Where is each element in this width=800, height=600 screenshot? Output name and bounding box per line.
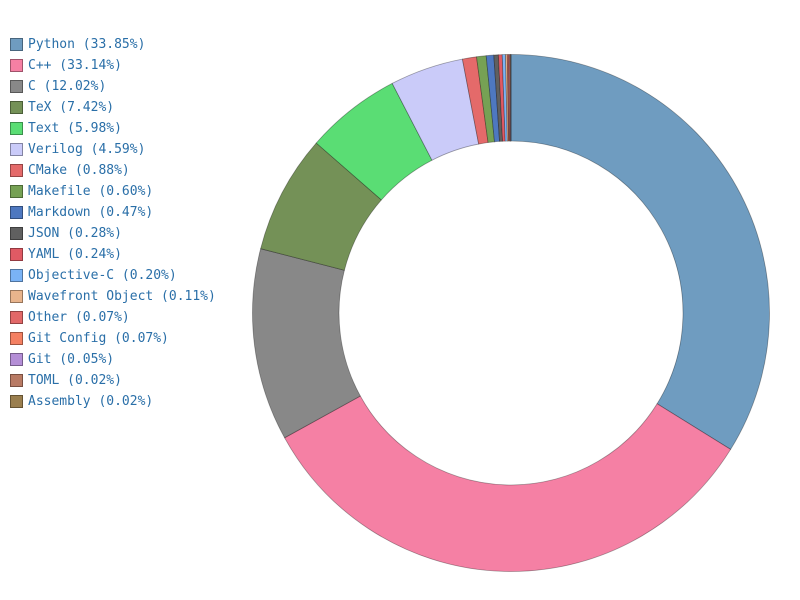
legend-item: Verilog (4.59%): [10, 139, 216, 160]
legend-item: TeX (7.42%): [10, 97, 216, 118]
donut-slice: [391, 58, 480, 161]
donut-slice: [509, 54, 511, 142]
legend-label: Markdown (0.47%): [28, 205, 154, 220]
chart-legend: Python (33.85%) C++ (33.14%) C (12.02%) TeX…: [10, 34, 216, 412]
legend-swatch: [10, 374, 23, 387]
legend-item: Git (0.05%): [10, 349, 216, 370]
legend-item: Wavefront Object (0.11%): [10, 286, 216, 307]
legend-swatch: [10, 122, 23, 135]
legend-swatch: [10, 332, 23, 345]
legend-swatch: [10, 311, 23, 324]
legend-item: Objective-C (0.20%): [10, 265, 216, 286]
legend-label: YAML (0.24%): [28, 247, 122, 262]
legend-item: Other (0.07%): [10, 307, 216, 328]
legend-label: JSON (0.28%): [28, 226, 122, 241]
legend-item: TOML (0.02%): [10, 370, 216, 391]
legend-label: Assembly (0.02%): [28, 394, 154, 409]
legend-swatch: [10, 227, 23, 240]
legend-item: CMake (0.88%): [10, 160, 216, 181]
legend-item: Python (33.85%): [10, 34, 216, 55]
legend-label: Python (33.85%): [28, 37, 146, 52]
legend-item: Text (5.98%): [10, 118, 216, 139]
legend-swatch: [10, 395, 23, 408]
legend-label: Makefile (0.60%): [28, 184, 154, 199]
legend-item: C (12.02%): [10, 76, 216, 97]
donut-slice: [497, 54, 506, 142]
donut-slice: [476, 55, 495, 143]
donut-slice: [485, 54, 500, 143]
legend-swatch: [10, 290, 23, 303]
legend-item: C++ (33.14%): [10, 55, 216, 76]
legend-swatch: [10, 59, 23, 72]
donut-slice: [461, 56, 489, 145]
legend-item: Assembly (0.02%): [10, 391, 216, 412]
legend-label: Text (5.98%): [28, 121, 122, 136]
legend-item: JSON (0.28%): [10, 223, 216, 244]
donut-slice: [505, 54, 509, 142]
legend-label: Git (0.05%): [28, 352, 115, 367]
donut-slice: [501, 54, 508, 142]
legend-swatch: [10, 164, 23, 177]
legend-swatch: [10, 38, 23, 51]
legend-swatch: [10, 101, 23, 114]
legend-swatch: [10, 353, 23, 366]
legend-label: Git Config (0.07%): [28, 331, 169, 346]
legend-label: Objective-C (0.20%): [28, 268, 177, 283]
legend-label: C++ (33.14%): [28, 58, 122, 73]
donut-slice: [284, 395, 732, 572]
legend-label: Other (0.07%): [28, 310, 130, 325]
donut-slice: [252, 248, 361, 439]
donut-slice: [506, 54, 510, 142]
legend-item: Markdown (0.47%): [10, 202, 216, 223]
legend-label: TeX (7.42%): [28, 100, 115, 115]
legend-swatch: [10, 143, 23, 156]
legend-label: C (12.02%): [28, 79, 107, 94]
legend-swatch: [10, 248, 23, 261]
legend-item: Makefile (0.60%): [10, 181, 216, 202]
legend-swatch: [10, 206, 23, 219]
legend-swatch: [10, 269, 23, 282]
legend-swatch: [10, 80, 23, 93]
donut-slice: [510, 54, 770, 450]
donut-slice: [507, 54, 511, 142]
legend-swatch: [10, 185, 23, 198]
legend-label: Wavefront Object (0.11%): [28, 289, 216, 304]
legend-label: TOML (0.02%): [28, 373, 122, 388]
legend-label: CMake (0.88%): [28, 163, 130, 178]
legend-label: Verilog (4.59%): [28, 142, 146, 157]
legend-item: YAML (0.24%): [10, 244, 216, 265]
legend-item: Git Config (0.07%): [10, 328, 216, 349]
